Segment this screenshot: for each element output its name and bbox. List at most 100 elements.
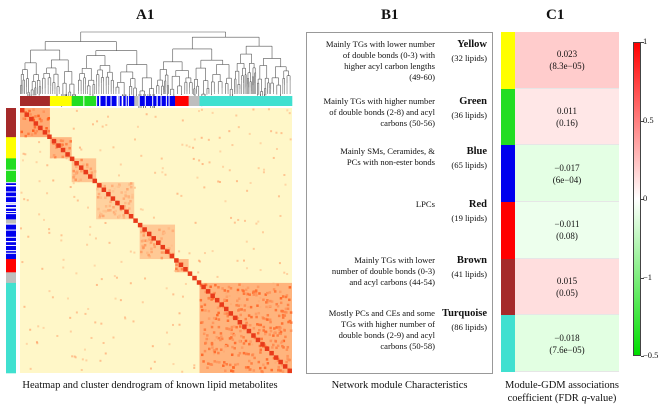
heatmap-cell: [271, 346, 274, 349]
heatmap-cell: [120, 260, 123, 263]
heatmap-cell: [203, 252, 206, 255]
heatmap-cell: [72, 169, 75, 173]
association-q-value: (0.16): [556, 117, 578, 128]
heatmap-cell: [21, 261, 24, 264]
module-bar-gap: [6, 241, 16, 243]
heatmap-cell: [212, 316, 216, 320]
heatmap-diagonal-cell: [196, 280, 202, 285]
module-description: Mainly SMs, Ceramides, & PCs with non-est…: [307, 146, 435, 168]
heatmap-cell: [250, 362, 253, 365]
heatmap-cell: [217, 336, 220, 340]
module-name: Brown: [456, 255, 487, 266]
heatmap-cell: [239, 313, 242, 317]
module-bar-gap: [127, 96, 129, 106]
heatmap-cell: [266, 291, 269, 295]
heatmap-cell: [228, 363, 232, 367]
heatmap-cell: [95, 283, 98, 286]
heatmap-cell: [46, 192, 49, 195]
heatmap-cell: [268, 318, 272, 321]
heatmap-cell: [20, 191, 23, 194]
heatmap-cell: [244, 317, 248, 321]
heatmap-cell: [260, 337, 263, 341]
heatmap-diagonal-cell: [119, 205, 125, 210]
heatmap-cell: [23, 198, 26, 201]
heatmap-cell: [129, 250, 132, 253]
heatmap-cell: [119, 299, 122, 302]
module-description-line: Mainly TGs with higher number: [323, 96, 435, 106]
heatmap-cell: [147, 238, 151, 241]
module-color-yellow: [501, 32, 515, 89]
heatmap-cell: [85, 359, 88, 362]
heatmap-cell: [274, 340, 278, 343]
heatmap-cell: [97, 192, 101, 196]
heatmap-cell: [97, 207, 100, 211]
heatmap-diagonal-cell: [38, 125, 43, 131]
heatmap-cell: [74, 356, 77, 359]
module-bar-gap: [160, 96, 162, 106]
heatmap-cell: [45, 127, 48, 130]
heatmap-cell: [112, 146, 115, 149]
heatmap-cell: [264, 317, 268, 321]
heatmap-cell: [269, 329, 273, 333]
module-bar-gap: [116, 96, 118, 106]
association-value: 0.011 (0.16): [515, 105, 619, 129]
heatmap-cell: [124, 201, 127, 205]
heatmap-cell: [252, 369, 256, 372]
heatmap-diagonal-cell: [242, 324, 247, 329]
heatmap-cell: [231, 338, 235, 342]
heatmap-cell: [259, 323, 263, 327]
heatmap-cell: [286, 272, 289, 275]
heatmap-cell: [222, 165, 225, 168]
heatmap-cell: [268, 333, 272, 336]
module-description-line: higher acyl carbon lengths: [344, 61, 435, 71]
association-cell-green: 0.011 (0.16): [515, 88, 619, 146]
heatmap-cell: [235, 325, 238, 329]
heatmap-cell: [37, 114, 40, 118]
heatmap-cell: [123, 205, 126, 208]
heatmap-cell: [104, 196, 107, 199]
heatmap-cell: [120, 191, 123, 194]
heatmap-cell: [140, 230, 143, 234]
heatmap-cell: [240, 308, 243, 311]
module-bar-segment-blue: [6, 182, 16, 220]
heatmap-cell: [111, 184, 114, 188]
heatmap-cell: [260, 370, 263, 373]
module-bar-gap: [96, 96, 98, 106]
heatmap-cell: [286, 345, 290, 349]
module-bar-segment-brown: [20, 96, 51, 106]
heatmap-cell: [286, 307, 290, 311]
module-bar-gap: [138, 96, 140, 106]
heatmap-cell: [89, 167, 93, 171]
heatmap-cell: [224, 344, 227, 348]
heatmap-cell: [210, 325, 214, 329]
heatmap-cell: [163, 231, 166, 235]
association-q-value: (7.6e−05): [549, 344, 585, 355]
heatmap-cell: [246, 298, 249, 301]
heatmap-cell: [69, 316, 72, 319]
heatmap-diagonal-cell: [287, 368, 292, 374]
heatmap-cell: [109, 200, 112, 204]
heatmap-cell: [275, 326, 278, 329]
heatmap-cell: [123, 207, 127, 211]
heatmap-cell: [47, 129, 51, 133]
heatmap-cell: [144, 239, 148, 242]
heatmap-cell: [233, 346, 236, 350]
association-coefficient: −0.011: [554, 219, 580, 230]
heatmap-cell: [272, 288, 276, 291]
heatmap-cell: [24, 111, 28, 114]
module-color-red: [501, 202, 515, 259]
heatmap-diagonal-cell: [78, 165, 84, 170]
heatmap-cell: [257, 220, 260, 223]
association-coefficient: 0.011: [557, 105, 577, 116]
heatmap-cell: [283, 271, 286, 274]
heatmap-cell: [75, 311, 78, 314]
heatmap-cell: [93, 264, 96, 267]
heatmap-diagonal-cell: [151, 236, 156, 241]
legend-tick-label: 0: [643, 193, 648, 203]
module-bar-segment-turquoise: [6, 282, 16, 374]
heatmap-cell: [181, 143, 184, 146]
heatmap-cell: [104, 205, 108, 208]
heatmap-cell: [256, 331, 260, 335]
heatmap-dendrogram: [6, 31, 293, 374]
heatmap-cell: [226, 344, 229, 348]
